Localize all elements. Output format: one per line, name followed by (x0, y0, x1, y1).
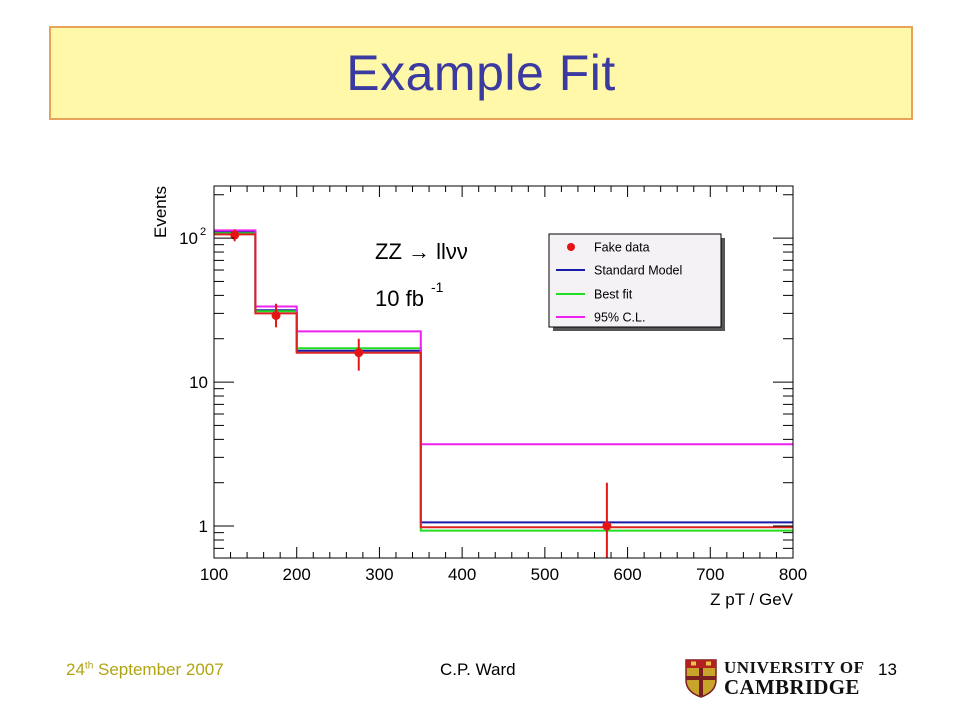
logo-text-cambridge: CAMBRIDGE (724, 675, 860, 699)
legend-label: 95% C.L. (594, 311, 645, 325)
data-point (271, 310, 281, 320)
title-box: Example Fit (49, 26, 913, 120)
legend-label: Fake data (594, 241, 650, 255)
data-point (602, 521, 612, 531)
y-axis-title: Events (151, 186, 170, 238)
page-number: 13 (878, 660, 897, 679)
data-point (354, 348, 364, 358)
legend-marker (567, 243, 575, 251)
series-line (214, 233, 793, 529)
x-tick-label: 800 (779, 565, 807, 584)
logo-text-university: UNIVERSITY OF (724, 658, 865, 677)
y-tick-label-exponent: 2 (200, 226, 206, 238)
data-point (230, 230, 240, 240)
footer-date: 24th September 2007 (66, 660, 224, 679)
y-tick-label: 10 (179, 229, 198, 248)
legend-label: Standard Model (594, 264, 682, 278)
annotation-process: ZZ → llνν (375, 239, 468, 264)
x-tick-label: 100 (200, 565, 228, 584)
shield-icon (685, 659, 717, 698)
legend (548, 233, 722, 328)
legend-label: Best fit (594, 288, 633, 302)
x-tick-label: 500 (531, 565, 559, 584)
annotation-luminosity-exponent: -1 (431, 279, 444, 295)
plot-frame (213, 185, 794, 559)
slide-title: Example Fit (346, 45, 616, 101)
y-tick-label: 10 (189, 373, 208, 392)
x-axis-title: Z pT / GeV (710, 590, 793, 609)
y-tick-label: 1 (199, 517, 208, 536)
university-logo: UNIVERSITY OF CAMBRIDGE (684, 657, 874, 699)
x-tick-label: 600 (613, 565, 641, 584)
x-tick-label: 300 (365, 565, 393, 584)
footer-author: C.P. Ward (440, 660, 516, 679)
x-tick-label: 200 (283, 565, 311, 584)
x-tick-label: 700 (696, 565, 724, 584)
annotation-luminosity: 10 fb (375, 286, 424, 311)
x-tick-label: 400 (448, 565, 476, 584)
